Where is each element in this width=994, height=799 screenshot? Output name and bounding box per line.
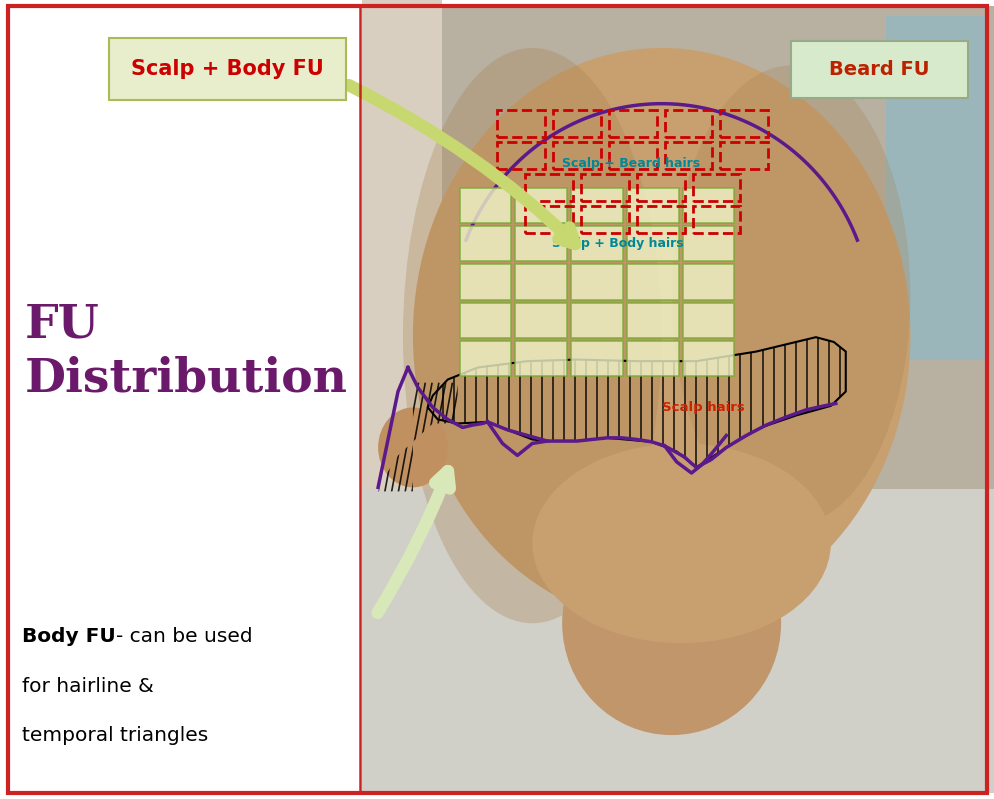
- FancyBboxPatch shape: [790, 41, 967, 98]
- Bar: [626, 341, 678, 376]
- Bar: [608, 110, 656, 137]
- Bar: [636, 174, 684, 201]
- Bar: [362, 489, 994, 793]
- Bar: [515, 264, 567, 300]
- Text: Body FU: Body FU: [22, 627, 115, 646]
- Ellipse shape: [378, 407, 447, 487]
- Bar: [580, 206, 628, 233]
- FancyBboxPatch shape: [109, 38, 346, 100]
- Bar: [608, 142, 656, 169]
- Text: Scalp hairs: Scalp hairs: [661, 401, 744, 414]
- Bar: [626, 188, 678, 223]
- Bar: [525, 174, 573, 201]
- Bar: [553, 142, 600, 169]
- Bar: [515, 226, 567, 261]
- Text: Scalp + Body FU: Scalp + Body FU: [131, 58, 324, 79]
- Ellipse shape: [403, 48, 661, 623]
- Bar: [525, 206, 573, 233]
- Bar: [497, 142, 545, 169]
- Bar: [362, 0, 441, 519]
- Text: Scalp + Body hairs: Scalp + Body hairs: [552, 237, 683, 250]
- Bar: [571, 341, 622, 376]
- Bar: [885, 16, 984, 360]
- Bar: [682, 341, 734, 376]
- Bar: [515, 303, 567, 338]
- Bar: [636, 206, 684, 233]
- Bar: [664, 110, 712, 137]
- Bar: [459, 341, 511, 376]
- Text: FU
Distribution: FU Distribution: [25, 302, 348, 401]
- Bar: [515, 341, 567, 376]
- Bar: [459, 264, 511, 300]
- Bar: [459, 226, 511, 261]
- Bar: [626, 264, 678, 300]
- Bar: [571, 264, 622, 300]
- Bar: [626, 303, 678, 338]
- Bar: [571, 303, 622, 338]
- Text: Scalp + Beard hairs: Scalp + Beard hairs: [562, 157, 700, 170]
- Bar: [497, 110, 545, 137]
- Bar: [362, 6, 994, 793]
- Bar: [664, 142, 712, 169]
- Ellipse shape: [562, 511, 780, 735]
- Ellipse shape: [413, 48, 910, 623]
- Bar: [580, 174, 628, 201]
- Bar: [626, 226, 678, 261]
- Bar: [692, 174, 740, 201]
- Bar: [459, 188, 511, 223]
- Ellipse shape: [671, 66, 910, 526]
- Bar: [682, 226, 734, 261]
- Bar: [682, 188, 734, 223]
- Text: - can be used: - can be used: [116, 627, 252, 646]
- Text: temporal triangles: temporal triangles: [22, 726, 208, 745]
- Text: for hairline &: for hairline &: [22, 677, 153, 696]
- Ellipse shape: [532, 443, 830, 643]
- Bar: [571, 188, 622, 223]
- Bar: [720, 142, 767, 169]
- Bar: [515, 188, 567, 223]
- Bar: [692, 206, 740, 233]
- Text: Beard FU: Beard FU: [828, 60, 929, 79]
- Bar: [682, 303, 734, 338]
- Bar: [720, 110, 767, 137]
- Bar: [553, 110, 600, 137]
- Bar: [459, 303, 511, 338]
- Bar: [682, 264, 734, 300]
- Bar: [571, 226, 622, 261]
